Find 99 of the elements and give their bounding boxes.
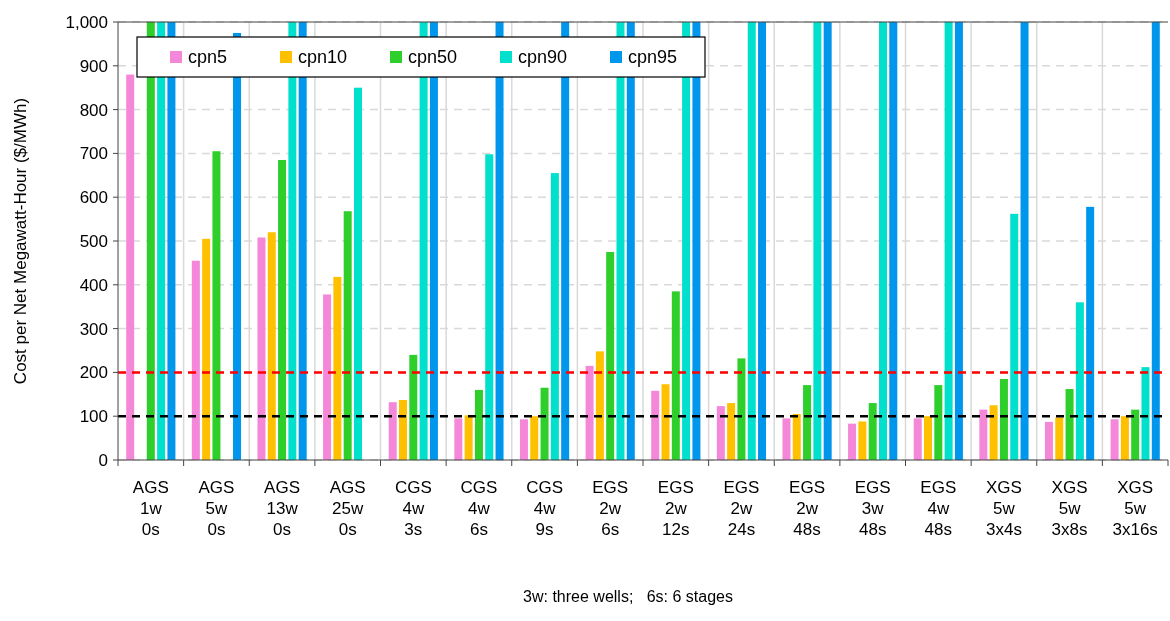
bar [540, 387, 549, 460]
bar [1131, 409, 1140, 460]
bar [1086, 206, 1095, 460]
x-tick-label: EGS 2w 12s [657, 478, 694, 539]
bar [202, 238, 211, 460]
x-tick-label: EGS 2w 6s [592, 478, 629, 539]
bar [464, 415, 473, 460]
bar [606, 251, 615, 460]
x-tick-label: CGS 4w 9s [526, 478, 563, 539]
bar [803, 385, 812, 460]
bar [257, 237, 266, 460]
bar [924, 416, 933, 460]
bar [671, 291, 680, 460]
bar [212, 151, 221, 460]
bar [333, 276, 342, 460]
x-tick-label: AGS 25w 0s [329, 478, 366, 539]
y-tick-label: 1,000 [65, 12, 108, 32]
bar [267, 232, 276, 460]
bar [889, 22, 898, 460]
bar [191, 260, 200, 460]
bar [716, 406, 725, 460]
y-tick-label: 0 [98, 450, 108, 470]
bar [813, 22, 822, 460]
y-tick-label: 200 [79, 363, 108, 383]
bar [167, 22, 176, 460]
bar [595, 351, 604, 460]
bar [782, 418, 791, 460]
x-tick-label: AGS 1w 0s [132, 478, 169, 539]
bar [661, 384, 670, 460]
x-tick-label: CGS 4w 3s [394, 478, 432, 539]
bar [343, 211, 352, 460]
bar [585, 365, 594, 460]
bar [848, 423, 857, 460]
bar [616, 22, 625, 460]
y-tick-label: 600 [79, 188, 108, 208]
x-tick-label: XGS 5w 3x8s [1051, 478, 1088, 539]
y-tick-label: 500 [79, 231, 108, 251]
y-tick-label: 100 [79, 407, 108, 427]
bar [550, 173, 559, 460]
bar [868, 403, 877, 460]
bar [1151, 22, 1160, 460]
legend-label: cpn5 [188, 47, 228, 67]
bar [989, 405, 998, 460]
bar [651, 390, 660, 460]
bar [278, 159, 287, 460]
bar [954, 22, 963, 460]
bar [485, 154, 494, 460]
legend-label: cpn10 [298, 47, 348, 67]
bar [126, 74, 135, 460]
bar [454, 418, 463, 460]
bar [1065, 389, 1074, 460]
bar [409, 354, 418, 460]
bar [792, 414, 801, 460]
legend-label: cpn90 [518, 47, 568, 67]
x-tick-label: CGS 4w 6s [460, 478, 498, 539]
bar [737, 358, 746, 460]
legend-label: cpn50 [408, 47, 458, 67]
bar [823, 22, 832, 460]
bar [758, 22, 767, 460]
bar [979, 409, 988, 460]
x-tick-label: XGS 5w 3x4s [985, 478, 1022, 539]
y-tick-label: 300 [79, 319, 108, 339]
x-tick-label: EGS 3w 48s [854, 478, 891, 539]
y-tick-label: 700 [79, 144, 108, 164]
x-tick-label: EGS 2w 24s [723, 478, 760, 539]
bar [1055, 417, 1064, 460]
x-tick-label: XGS 5w 3x16s [1112, 478, 1158, 539]
x-tick-label: EGS 4w 48s [920, 478, 957, 539]
bar [944, 22, 953, 460]
bar [727, 403, 736, 460]
bar [1044, 421, 1053, 460]
bar [747, 22, 756, 460]
bar [1110, 419, 1119, 460]
bar [1010, 213, 1019, 460]
x-tick-label: AGS 13w 0s [264, 478, 301, 539]
x-tick-label: EGS 2w 48s [789, 478, 826, 539]
bar [1020, 22, 1029, 460]
bar [323, 294, 332, 460]
y-tick-label: 400 [79, 275, 108, 295]
bar [474, 389, 483, 460]
y-tick-label: 800 [79, 100, 108, 120]
bar [1141, 367, 1150, 460]
bar [858, 421, 867, 460]
legend-label: cpn95 [628, 47, 678, 67]
x-tick-label: AGS 5w 0s [198, 478, 235, 539]
y-axis-title: Cost per Net Megawatt-Hour ($/MWh) [11, 97, 30, 385]
bar [353, 87, 362, 460]
bar [388, 402, 397, 460]
bar [878, 22, 887, 460]
bar [913, 418, 922, 460]
bar [530, 416, 539, 460]
bar [1120, 416, 1129, 460]
bar [519, 419, 528, 460]
bar [399, 399, 408, 460]
text: 3w: three wells; 6s: 6 stages [523, 588, 733, 605]
y-tick-label: 900 [79, 56, 108, 76]
bar [999, 378, 1008, 460]
bar [934, 385, 943, 460]
bar [1075, 302, 1084, 460]
